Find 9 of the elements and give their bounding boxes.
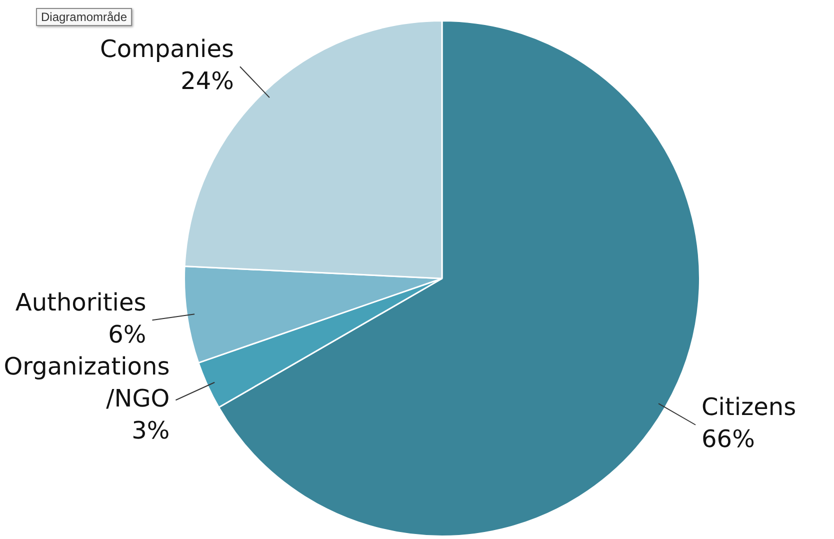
data-label: 66% [702,425,755,454]
data-label: 24% [180,66,234,95]
data-label: 3% [132,416,170,444]
slice-label: Companies [100,34,234,63]
slice-label: Authorities [15,288,146,316]
slice-label: Citizens [702,393,796,422]
slice-label: Organizations/NGO [4,352,170,412]
text: Diagramområde [36,8,132,26]
data-label: 6% [108,320,146,348]
